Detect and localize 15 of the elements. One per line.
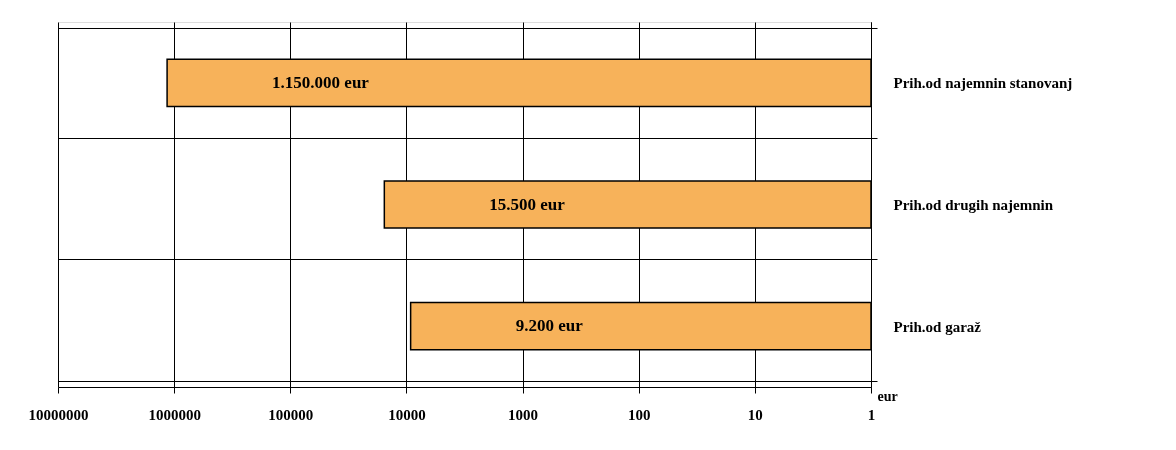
x-tick-label: 10000	[388, 406, 426, 423]
x-tick-label: 10	[747, 406, 763, 423]
x-tick-label: 100	[627, 406, 651, 423]
data-label: 1.150.000 eur	[272, 72, 370, 92]
y-tick-label: Prih.od garaž	[893, 318, 982, 335]
data-label: 9.200 eur	[515, 316, 584, 336]
data-label: 15.500 eur	[489, 194, 566, 214]
x-tick-label: 1000000	[148, 406, 201, 423]
y-tick-label: Prih.od drugih najemnin	[893, 197, 1054, 213]
x-tick-label: 100000	[268, 406, 314, 423]
x-tick-label: 10000000	[28, 406, 89, 423]
x-axis-title: eur	[877, 388, 898, 404]
x-tick-label: 1000	[508, 406, 539, 423]
x-tick-label: 1	[867, 406, 876, 423]
y-tick-label: Prih.od najemnin stanovanj	[893, 75, 1073, 92]
